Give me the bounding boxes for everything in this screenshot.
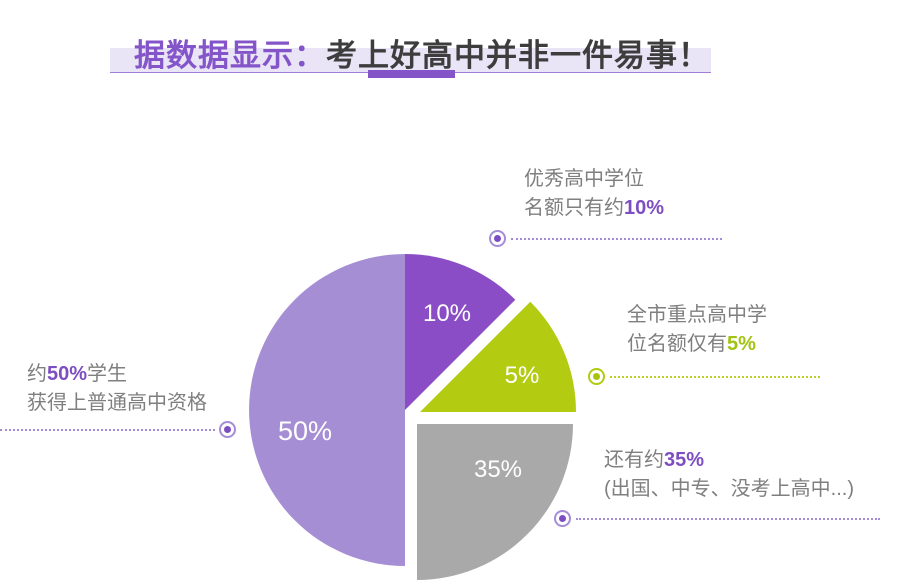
page-title-main: 考上好高中并非一件易事！ [326, 38, 710, 73]
callout-top-line1: 优秀高中学位 [524, 168, 644, 190]
slice-label-10: 10% [423, 300, 471, 327]
callout-left-line2: 获得上普通高中资格 [27, 392, 207, 414]
page-title: 据数据显示：考上好高中并非一件易事！ [134, 30, 710, 75]
leader-bullet-top [489, 230, 506, 247]
leader-line-right [610, 376, 820, 378]
callout-bottom-line2: (出国、中专、没考上高中...) [604, 478, 854, 500]
callout-bottom-value: 35% [664, 449, 705, 471]
callout-bottom-text: 还有约35% (出国、中专、没考上高中...) [604, 446, 854, 504]
leader-bullet-left-dot [224, 426, 231, 433]
leader-line-left [0, 429, 215, 431]
callout-bottom-line1: 还有约35% [604, 449, 705, 471]
slice-label-50: 50% [278, 416, 332, 446]
callout-left-line1: 约50%学生 [27, 363, 128, 385]
pie-slice-10 [405, 254, 516, 410]
slice-label-35: 35% [474, 456, 522, 483]
callout-left-value: 50% [47, 363, 88, 385]
callout-right-line2: 位名额仅有5% [627, 333, 756, 355]
page-title-highlight: 据数据显示： [134, 38, 326, 73]
leader-bullet-right [588, 368, 605, 385]
leader-line-bottom [576, 518, 880, 520]
leader-bullet-top-dot [494, 235, 501, 242]
title-underline-bar [368, 70, 455, 78]
callout-top-text: 优秀高中学位 名额只有约10% [524, 165, 664, 223]
leader-line-top [511, 238, 722, 240]
callout-top-line2: 名额只有约10% [524, 197, 665, 219]
pie-slice-50 [249, 254, 405, 566]
leader-bullet-bottom-dot [559, 515, 566, 522]
leader-bullet-bottom [554, 510, 571, 527]
pie-slice-5 [420, 301, 576, 412]
pie-slice-35 [417, 424, 573, 580]
callout-left-text: 约50%学生 获得上普通高中资格 [27, 360, 207, 418]
callout-right-value: 5% [727, 333, 756, 355]
callout-top-value: 10% [624, 197, 665, 219]
callout-right-line1: 全市重点高中学 [627, 304, 767, 326]
slice-label-5: 5% [505, 362, 540, 389]
leader-bullet-right-dot [593, 373, 600, 380]
leader-bullet-left [219, 421, 236, 438]
callout-right-text: 全市重点高中学 位名额仅有5% [627, 301, 767, 359]
